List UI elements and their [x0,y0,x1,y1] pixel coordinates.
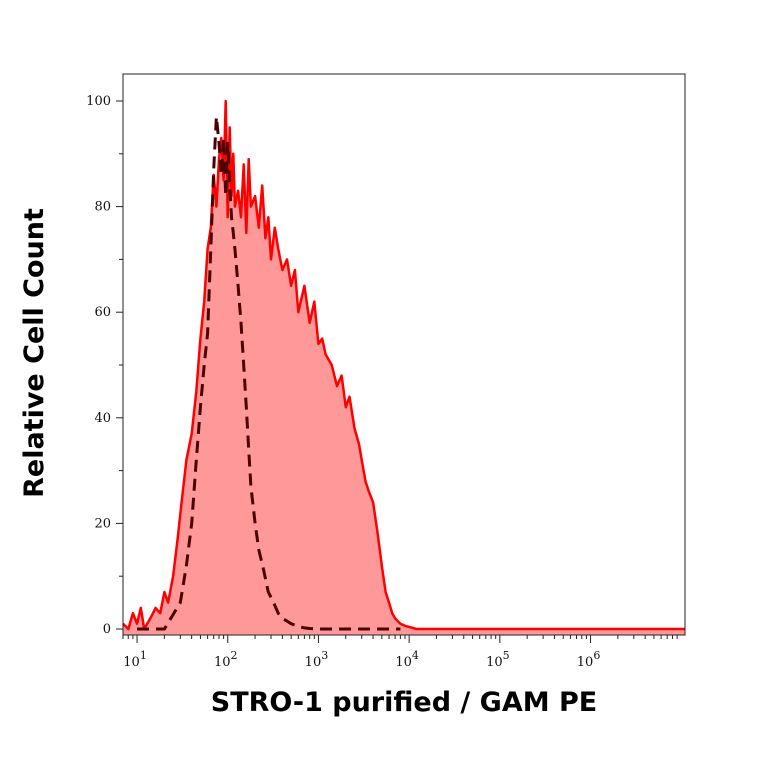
y-tick-label: 100 [86,94,111,109]
y-axis-title: Relative Cell Count [19,208,50,498]
x-tick-label: 101 [123,649,147,670]
series-layer [122,99,685,635]
x-tick-label: 104 [395,649,419,670]
series-1-line [137,115,401,631]
y-tick-label: 40 [94,411,111,426]
x-tick-label: 102 [214,649,238,670]
y-tick-label: 60 [94,305,111,320]
y-tick-label: 20 [94,516,111,531]
x-tick-label: 105 [486,649,510,670]
y-axis: 0 20 40 60 80 100 [86,94,123,637]
series-0-line [122,99,685,631]
y-tick-label: 80 [94,200,111,215]
series-0-area [123,101,685,635]
x-axis-title: STRO-1 purified / GAM PE [211,687,598,718]
x-tick-label: 103 [305,649,329,670]
x-tick-label: 106 [577,649,601,670]
x-axis: 101 102 103 104 105 106 [122,635,678,670]
y-tick-label: 0 [103,622,111,637]
plot-frame [122,73,686,636]
